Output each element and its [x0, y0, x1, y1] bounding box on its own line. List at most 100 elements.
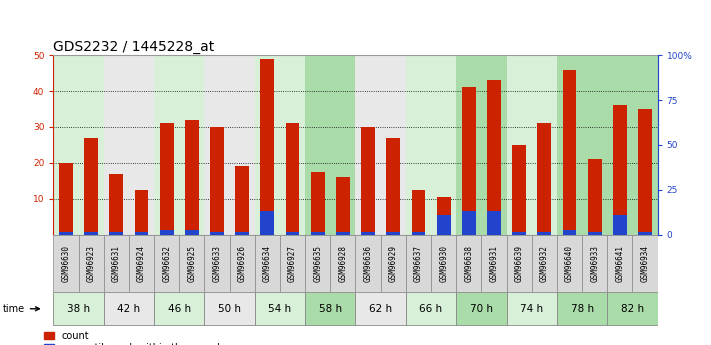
Bar [59, 163, 73, 235]
Text: 78 h: 78 h [570, 304, 594, 314]
Bar [613, 106, 627, 235]
FancyBboxPatch shape [104, 292, 154, 325]
FancyBboxPatch shape [406, 292, 456, 325]
Text: GSM96927: GSM96927 [288, 245, 297, 282]
FancyBboxPatch shape [481, 235, 506, 292]
Text: time: time [3, 304, 39, 314]
FancyBboxPatch shape [205, 235, 230, 292]
Bar [311, 172, 325, 235]
FancyBboxPatch shape [582, 235, 607, 292]
FancyBboxPatch shape [53, 292, 104, 325]
Text: GDS2232 / 1445228_at: GDS2232 / 1445228_at [53, 40, 215, 54]
Bar [406, 55, 456, 235]
Bar [562, 70, 577, 235]
FancyBboxPatch shape [154, 292, 205, 325]
FancyBboxPatch shape [456, 292, 506, 325]
FancyBboxPatch shape [331, 235, 356, 292]
Text: GSM96934: GSM96934 [641, 245, 650, 282]
Bar [386, 232, 400, 235]
Text: GSM96931: GSM96931 [489, 245, 498, 282]
FancyBboxPatch shape [506, 235, 532, 292]
Text: GSM96633: GSM96633 [213, 245, 222, 282]
FancyBboxPatch shape [129, 235, 154, 292]
Bar [185, 120, 199, 235]
Bar [487, 211, 501, 235]
Bar [109, 232, 123, 235]
FancyBboxPatch shape [607, 292, 658, 325]
Text: GSM96641: GSM96641 [616, 245, 624, 282]
Bar [638, 109, 652, 235]
FancyBboxPatch shape [255, 292, 305, 325]
Bar [462, 211, 476, 235]
Text: GSM96635: GSM96635 [314, 245, 322, 282]
Bar [412, 232, 425, 235]
Bar [607, 55, 658, 235]
Bar [512, 145, 526, 235]
FancyBboxPatch shape [356, 235, 380, 292]
FancyBboxPatch shape [431, 235, 456, 292]
Bar [437, 197, 451, 235]
FancyBboxPatch shape [53, 235, 78, 292]
FancyBboxPatch shape [406, 235, 431, 292]
Text: GSM96634: GSM96634 [263, 245, 272, 282]
Bar [160, 230, 173, 235]
Bar [134, 232, 149, 235]
Bar [506, 55, 557, 235]
Text: 82 h: 82 h [621, 304, 644, 314]
Text: GSM96928: GSM96928 [338, 245, 348, 282]
FancyBboxPatch shape [280, 235, 305, 292]
FancyBboxPatch shape [305, 235, 331, 292]
Text: GSM96639: GSM96639 [515, 245, 524, 282]
FancyBboxPatch shape [557, 235, 582, 292]
Bar [210, 232, 224, 235]
FancyBboxPatch shape [506, 292, 557, 325]
FancyBboxPatch shape [179, 235, 205, 292]
Bar [361, 232, 375, 235]
Bar [305, 55, 356, 235]
Bar [260, 59, 274, 235]
Bar [356, 55, 406, 235]
Text: GSM96638: GSM96638 [464, 245, 474, 282]
Text: GSM96630: GSM96630 [61, 245, 70, 282]
Bar [134, 190, 149, 235]
Text: GSM96933: GSM96933 [590, 245, 599, 282]
Bar [456, 55, 506, 235]
Bar [386, 138, 400, 235]
Bar [638, 232, 652, 235]
Text: 58 h: 58 h [319, 304, 342, 314]
FancyBboxPatch shape [532, 235, 557, 292]
FancyBboxPatch shape [456, 235, 481, 292]
Bar [311, 232, 325, 235]
Text: 38 h: 38 h [67, 304, 90, 314]
Text: 46 h: 46 h [168, 304, 191, 314]
FancyBboxPatch shape [78, 235, 104, 292]
Text: 62 h: 62 h [369, 304, 392, 314]
FancyBboxPatch shape [633, 235, 658, 292]
Bar [235, 232, 249, 235]
Text: GSM96636: GSM96636 [363, 245, 373, 282]
Bar [462, 88, 476, 235]
Text: GSM96926: GSM96926 [237, 245, 247, 282]
Bar [412, 190, 425, 235]
FancyBboxPatch shape [230, 235, 255, 292]
Bar [286, 232, 299, 235]
FancyBboxPatch shape [305, 292, 356, 325]
Bar [512, 232, 526, 235]
Bar [437, 215, 451, 235]
Bar [336, 232, 350, 235]
Bar [154, 55, 205, 235]
Text: GSM96924: GSM96924 [137, 245, 146, 282]
Bar [235, 166, 249, 235]
FancyBboxPatch shape [557, 292, 607, 325]
Text: GSM96631: GSM96631 [112, 245, 121, 282]
Bar [255, 55, 305, 235]
Text: GSM96929: GSM96929 [389, 245, 397, 282]
Bar [53, 55, 104, 235]
FancyBboxPatch shape [380, 235, 406, 292]
Text: 70 h: 70 h [470, 304, 493, 314]
Bar [557, 55, 607, 235]
Bar [487, 80, 501, 235]
Text: 66 h: 66 h [419, 304, 443, 314]
Text: 50 h: 50 h [218, 304, 241, 314]
Bar [286, 124, 299, 235]
